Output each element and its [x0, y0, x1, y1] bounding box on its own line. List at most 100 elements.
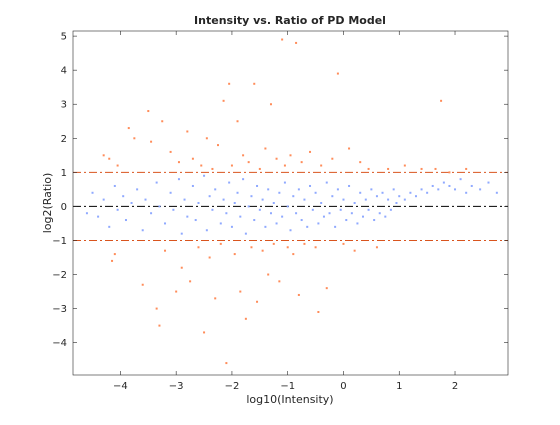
data-point-series-1-96 [398, 195, 401, 198]
data-point-series-1-84 [364, 198, 367, 201]
data-point-series-1-38 [236, 191, 239, 194]
data-point-series-2-73 [375, 246, 378, 249]
data-point-series-2-37 [239, 290, 242, 293]
data-point-series-1-46 [258, 208, 261, 211]
data-point-series-1-59 [295, 212, 298, 215]
data-point-series-1-11 [136, 188, 139, 191]
data-point-series-1-76 [342, 198, 345, 201]
data-point-series-2-3 [113, 253, 116, 256]
data-point-series-2-25 [205, 137, 208, 140]
y-axis-label: log2(Ratio) [41, 173, 54, 234]
data-point-series-1-70 [325, 181, 328, 184]
data-point-series-1-29 [208, 195, 211, 198]
data-point-series-2-8 [141, 283, 144, 286]
data-point-series-1-44 [253, 219, 256, 222]
data-point-series-2-70 [353, 249, 356, 252]
data-point-series-2-53 [283, 164, 286, 167]
data-point-series-2-13 [161, 120, 164, 123]
data-point-series-2-72 [367, 167, 370, 170]
data-point-series-2-64 [320, 164, 323, 167]
data-point-series-1-18 [169, 191, 172, 194]
data-point-series-1-73 [334, 225, 337, 228]
data-point-series-1-10 [130, 202, 133, 204]
data-point-series-2-75 [403, 164, 406, 167]
axes-box [72, 30, 509, 376]
data-point-series-2-21 [191, 157, 194, 160]
data-point-series-2-51 [278, 280, 281, 283]
data-point-series-1-47 [261, 198, 264, 201]
data-point-series-2-32 [225, 362, 228, 365]
data-point-series-2-48 [269, 103, 272, 106]
x-tick-label: 2 [452, 381, 458, 392]
data-point-series-1-22 [183, 198, 186, 201]
data-point-series-2-55 [289, 154, 292, 157]
data-point-series-2-15 [169, 150, 172, 153]
data-point-series-2-54 [286, 246, 289, 249]
data-point-series-2-39 [244, 317, 247, 320]
data-point-series-1-53 [278, 191, 281, 194]
data-point-series-1-75 [339, 208, 342, 211]
data-point-series-1-20 [177, 178, 180, 181]
data-points [85, 38, 498, 365]
data-point-series-1-2 [91, 191, 94, 194]
data-point-series-2-68 [342, 242, 345, 245]
y-tick-label: 3 [61, 100, 67, 111]
data-point-series-1-1 [85, 212, 88, 215]
data-point-series-1-90 [381, 191, 384, 194]
data-point-series-1-33 [222, 198, 225, 201]
data-point-series-2-4 [111, 259, 114, 262]
y-tick-label: −4 [52, 338, 67, 349]
data-point-series-1-25 [194, 219, 197, 222]
data-point-series-1-19 [172, 208, 175, 211]
chart-title: Intensity vs. Ratio of PD Model [194, 14, 386, 27]
data-point-series-2-38 [242, 154, 245, 157]
x-tick-label: 1 [396, 381, 402, 392]
data-point-series-1-69 [322, 215, 325, 218]
data-point-series-1-105 [448, 184, 451, 187]
data-point-series-1-4 [102, 198, 105, 201]
data-point-series-1-92 [387, 198, 390, 201]
y-tick-label: −2 [52, 270, 67, 281]
data-point-series-1-42 [247, 205, 250, 208]
data-point-series-2-12 [158, 324, 161, 327]
data-point-series-1-83 [362, 215, 364, 218]
data-point-series-2-80 [465, 167, 468, 170]
data-point-series-2-10 [150, 140, 153, 143]
x-tick-label: −1 [280, 381, 295, 392]
data-point-series-1-89 [378, 212, 381, 215]
data-point-series-1-110 [479, 188, 482, 191]
data-point-series-2-60 [303, 242, 306, 245]
data-point-series-1-34 [225, 212, 228, 215]
data-point-series-1-55 [283, 181, 286, 184]
data-point-series-1-17 [164, 222, 167, 225]
data-point-series-2-24 [203, 331, 206, 334]
data-point-series-2-63 [317, 310, 320, 313]
data-point-series-2-34 [230, 164, 233, 167]
data-point-series-2-58 [297, 293, 300, 296]
y-tick-label: −3 [52, 304, 67, 315]
y-axis-ticks: −4 −3 −2 −1 0 1 2 3 4 5 [52, 32, 508, 349]
data-point-series-2-43 [256, 300, 259, 303]
data-point-series-1-102 [431, 184, 434, 187]
data-point-series-1-111 [487, 181, 490, 184]
data-point-series-2-41 [250, 246, 253, 249]
y-tick-label: 0 [61, 202, 67, 213]
data-point-series-2-65 [325, 287, 328, 290]
data-point-series-2-22 [197, 246, 200, 249]
data-point-series-2-16 [175, 290, 178, 293]
data-point-series-1-95 [395, 202, 398, 204]
data-point-series-2-9 [147, 110, 150, 113]
data-point-series-2-26 [208, 256, 211, 259]
data-point-series-2-67 [336, 72, 339, 75]
data-point-series-1-85 [367, 208, 370, 211]
data-point-series-1-98 [409, 191, 412, 194]
y-tick-label: 1 [61, 168, 67, 179]
data-point-series-1-58 [292, 195, 295, 198]
data-point-series-1-35 [228, 181, 231, 184]
data-point-series-2-69 [348, 147, 351, 150]
x-axis-ticks: −4 −3 −2 −1 0 1 2 [113, 31, 458, 392]
data-point-series-1-62 [303, 198, 306, 201]
data-point-series-2-61 [309, 150, 312, 153]
data-point-series-1-99 [414, 195, 417, 198]
x-tick-label: 0 [340, 381, 346, 392]
